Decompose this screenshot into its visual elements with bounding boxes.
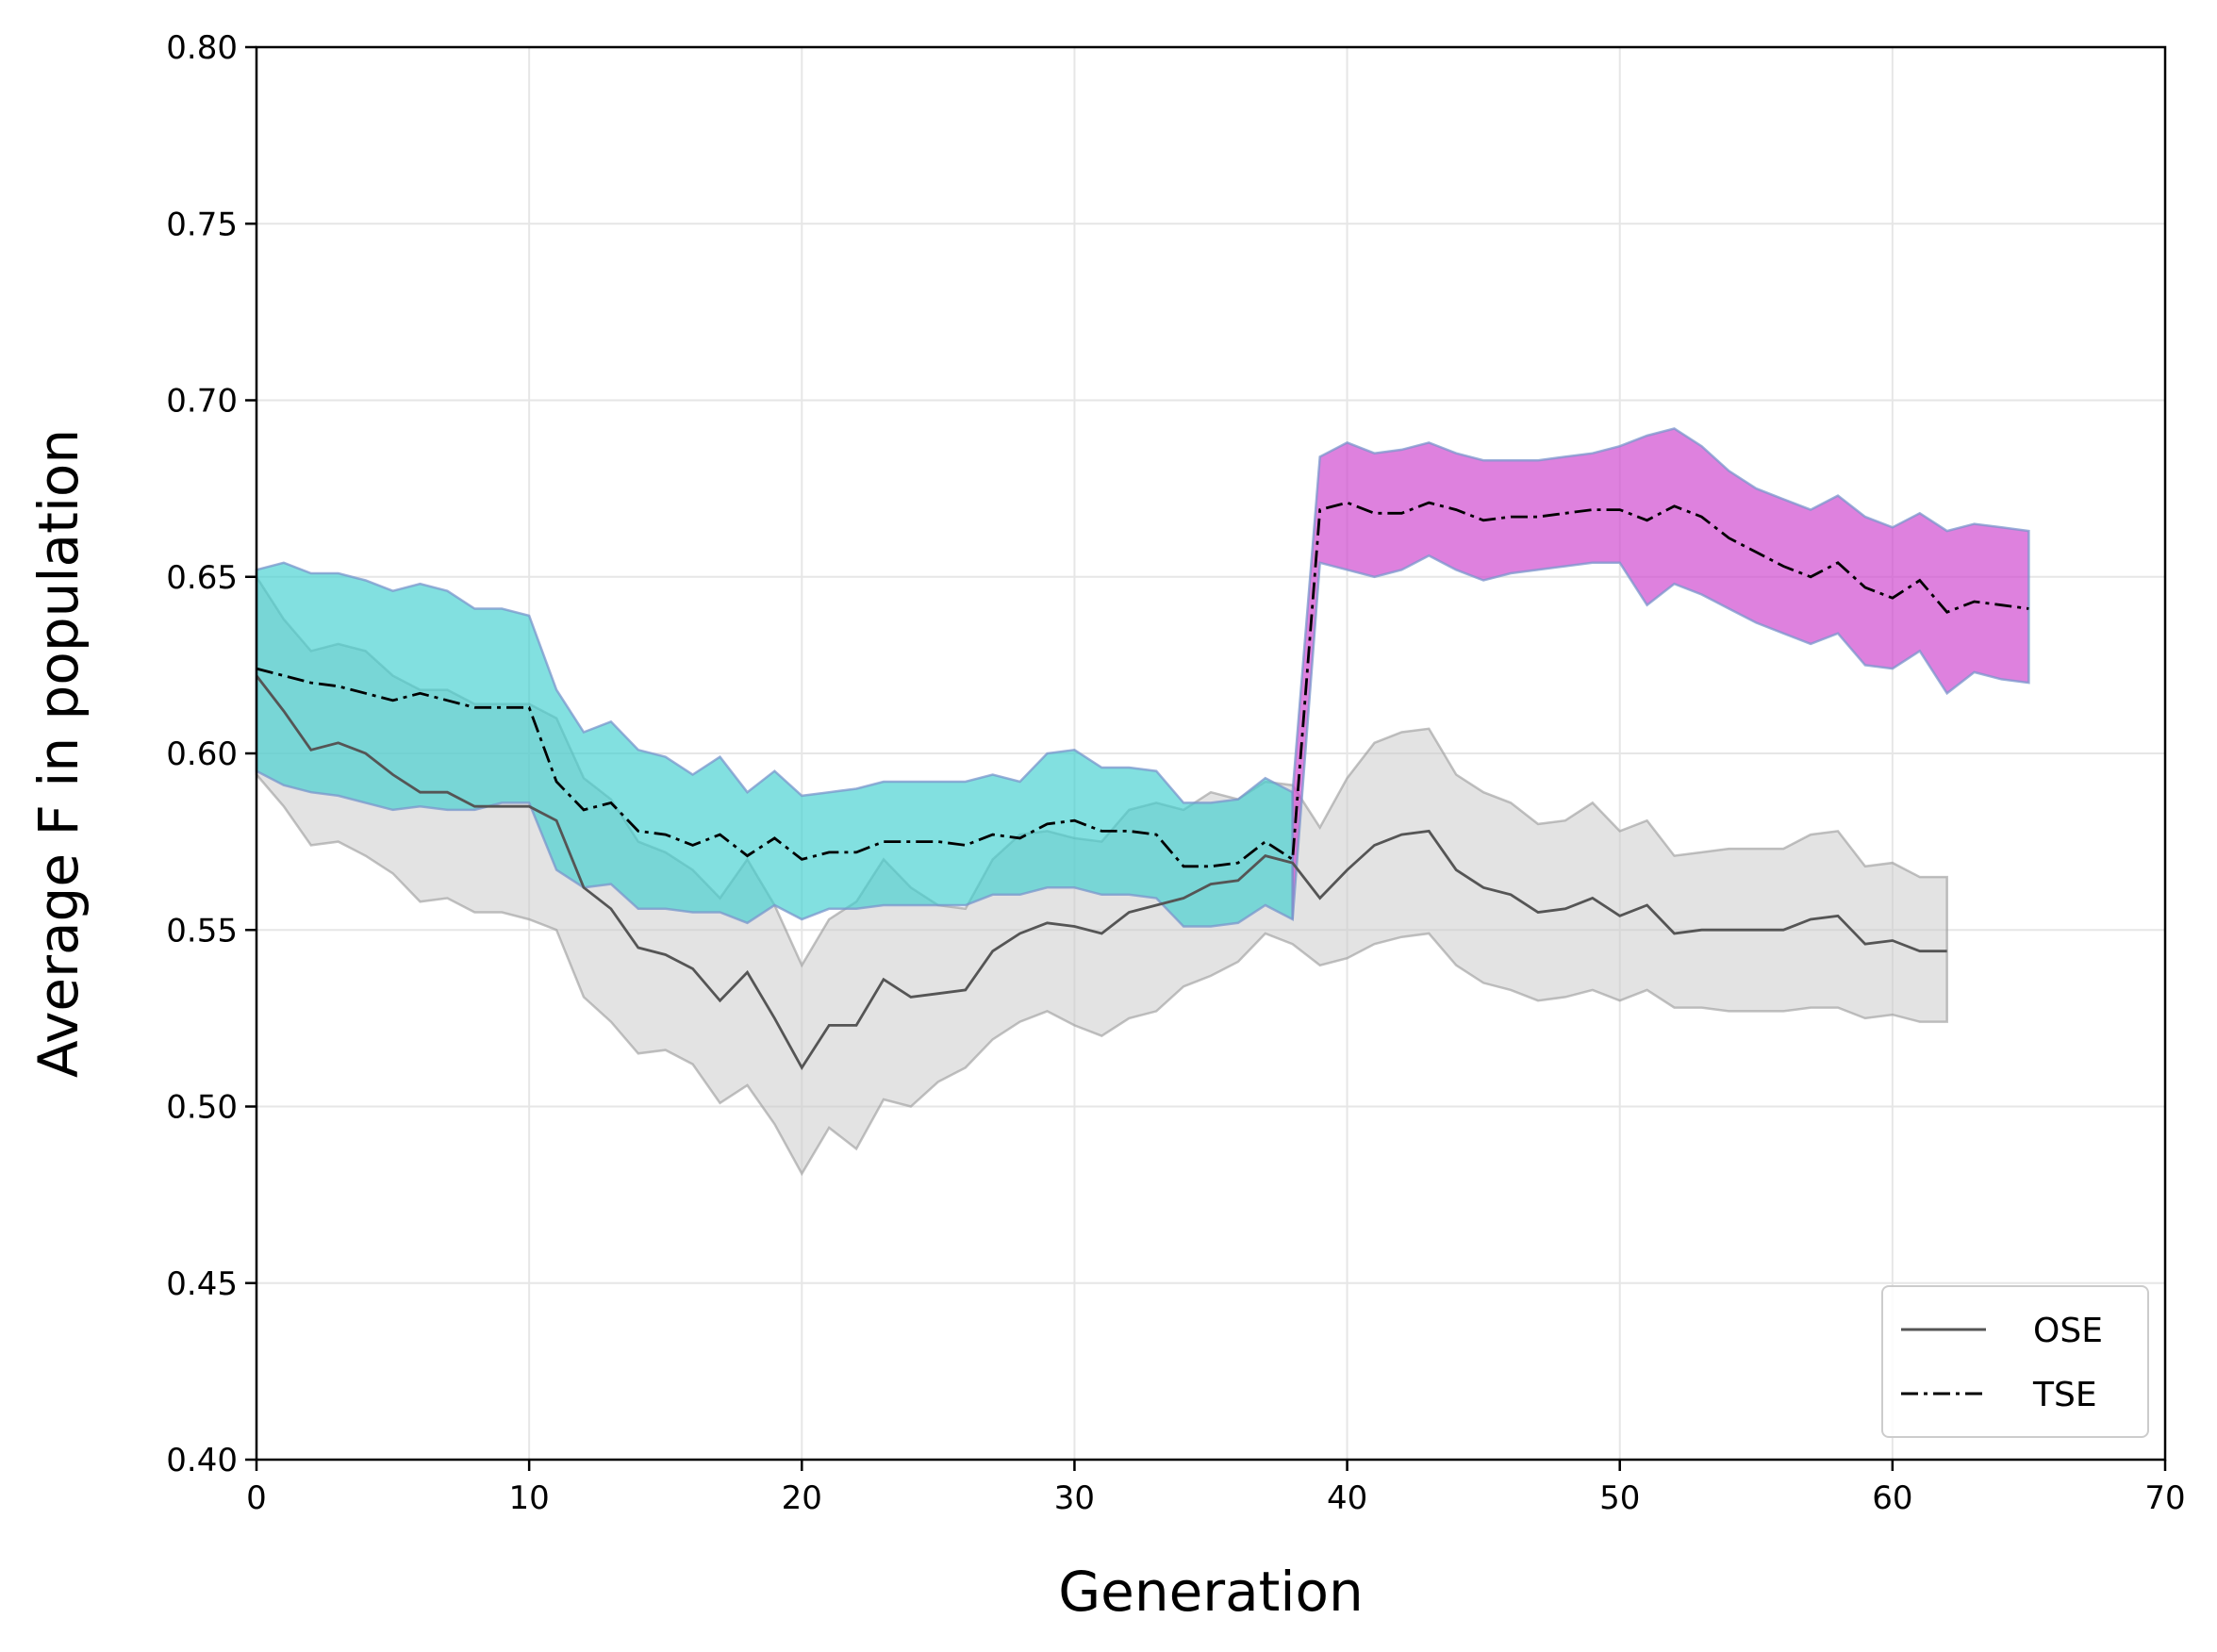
y-tick-label: 0.65 bbox=[166, 559, 238, 597]
lines-layer bbox=[255, 501, 2029, 1071]
tse-mean-line bbox=[256, 501, 2029, 868]
y-tick-label: 0.60 bbox=[166, 735, 238, 773]
x-ticks: 0 10 20 30 40 50 60 70 bbox=[246, 1460, 2186, 1517]
y-tick-label: 0.55 bbox=[166, 912, 238, 950]
x-tick-label: 30 bbox=[1054, 1479, 1095, 1517]
y-axis-title: Average F in population bbox=[26, 429, 91, 1078]
legend-tse-label: TSE bbox=[2032, 1376, 2097, 1414]
legend: OSE TSE bbox=[1881, 1285, 2149, 1438]
y-tick-label: 0.75 bbox=[166, 206, 238, 243]
legend-ose-label: OSE bbox=[2033, 1312, 2103, 1350]
y-tick-label: 0.70 bbox=[166, 383, 238, 421]
x-tick-label: 0 bbox=[246, 1479, 267, 1517]
x-tick-label: 50 bbox=[1599, 1479, 1640, 1517]
y-tick-label: 0.50 bbox=[166, 1089, 238, 1127]
y-ticks: 0.40 0.45 0.50 0.55 0.60 0.65 0.70 0.75 0.80 bbox=[166, 29, 256, 1479]
x-tick-label: 40 bbox=[1327, 1479, 1367, 1517]
y-tick-label: 0.80 bbox=[166, 29, 238, 67]
tse-band-phase2 bbox=[1291, 427, 2030, 920]
ose-mean-line bbox=[255, 674, 1947, 1071]
x-tick-label: 20 bbox=[782, 1479, 822, 1517]
x-tick-label: 70 bbox=[2144, 1479, 2185, 1517]
x-tick-label: 10 bbox=[509, 1479, 550, 1517]
legend-box bbox=[1881, 1285, 2149, 1438]
x-tick-label: 60 bbox=[1872, 1479, 1912, 1517]
y-tick-label: 0.40 bbox=[166, 1442, 238, 1479]
x-axis-title: Generation bbox=[1058, 1560, 1364, 1624]
y-tick-label: 0.45 bbox=[166, 1265, 238, 1303]
